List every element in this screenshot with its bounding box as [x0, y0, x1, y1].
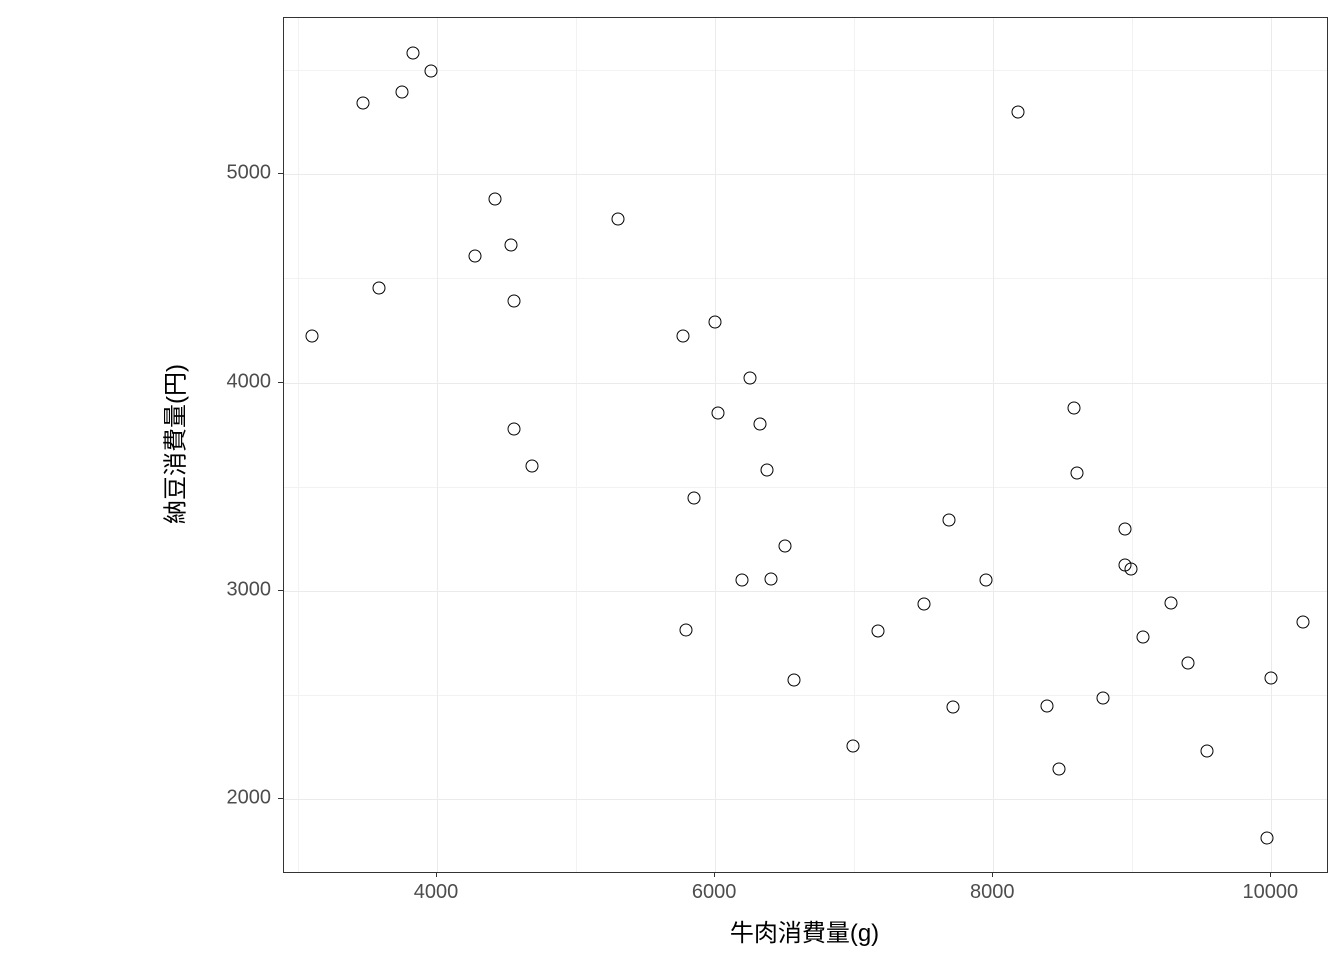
scatter-point: [677, 329, 690, 342]
minor-gridline-horizontal: [284, 487, 1327, 488]
minor-gridline-horizontal: [284, 278, 1327, 279]
gridline-horizontal: [284, 383, 1327, 384]
scatter-point: [1137, 630, 1150, 643]
scatter-point: [1067, 401, 1080, 414]
x-tick-label: 6000: [692, 881, 737, 904]
x-tick-mark: [436, 872, 437, 877]
scatter-point: [508, 295, 521, 308]
minor-gridline-horizontal: [284, 695, 1327, 696]
scatter-point: [504, 239, 517, 252]
scatter-point: [760, 463, 773, 476]
scatter-point: [778, 540, 791, 553]
scatter-point: [1041, 700, 1054, 713]
scatter-point: [425, 65, 438, 78]
y-tick-label: 5000: [227, 162, 272, 185]
gridline-vertical: [1271, 18, 1272, 872]
x-tick-label: 4000: [414, 881, 459, 904]
gridline-horizontal: [284, 174, 1327, 175]
scatter-point: [1297, 616, 1310, 629]
scatter-point: [1261, 831, 1274, 844]
scatter-point: [468, 250, 481, 263]
scatter-point: [946, 701, 959, 714]
y-tick-mark: [278, 382, 283, 383]
scatter-point: [688, 492, 701, 505]
scatter-point: [489, 193, 502, 206]
scatter-point: [743, 372, 756, 385]
scatter-point: [1265, 672, 1278, 685]
minor-gridline-vertical: [298, 18, 299, 872]
x-tick-mark: [992, 872, 993, 877]
scatter-point: [1070, 467, 1083, 480]
scatter-point: [753, 418, 766, 431]
chart-container: 牛肉消費量(g) 納豆消費量(円) 4000 6000 8000 10000 2000 3…: [0, 0, 1344, 960]
scatter-point: [980, 574, 993, 587]
scatter-point: [1012, 105, 1025, 118]
scatter-point: [846, 739, 859, 752]
x-tick-label: 8000: [970, 881, 1015, 904]
scatter-point: [735, 574, 748, 587]
scatter-point: [1119, 523, 1132, 536]
gridline-vertical: [437, 18, 438, 872]
scatter-point: [372, 281, 385, 294]
gridline-vertical: [715, 18, 716, 872]
y-axis-label: 納豆消費量(円): [156, 364, 191, 524]
scatter-point: [1052, 762, 1065, 775]
gridline-vertical: [993, 18, 994, 872]
scatter-point: [611, 213, 624, 226]
x-tick-label: 10000: [1243, 881, 1299, 904]
plot-area: [283, 17, 1328, 873]
gridline-horizontal: [284, 799, 1327, 800]
y-tick-label: 2000: [227, 787, 272, 810]
scatter-point: [525, 459, 538, 472]
scatter-point: [788, 674, 801, 687]
y-tick-mark: [278, 798, 283, 799]
scatter-point: [711, 406, 724, 419]
y-tick-mark: [278, 590, 283, 591]
y-tick-label: 3000: [227, 578, 272, 601]
minor-gridline-vertical: [576, 18, 577, 872]
scatter-point: [357, 97, 370, 110]
scatter-point: [764, 573, 777, 586]
scatter-point: [1165, 597, 1178, 610]
scatter-point: [396, 85, 409, 98]
y-tick-label: 4000: [227, 370, 272, 393]
minor-gridline-horizontal: [284, 70, 1327, 71]
y-tick-mark: [278, 173, 283, 174]
scatter-point: [508, 423, 521, 436]
scatter-point: [871, 625, 884, 638]
scatter-point: [407, 47, 420, 60]
scatter-point: [1201, 745, 1214, 758]
minor-gridline-vertical: [1132, 18, 1133, 872]
scatter-point: [917, 598, 930, 611]
x-axis-label: 牛肉消費量(g): [730, 913, 879, 948]
scatter-point: [1124, 562, 1137, 575]
scatter-point: [305, 329, 318, 342]
x-tick-mark: [1270, 872, 1271, 877]
scatter-point: [1181, 656, 1194, 669]
scatter-point: [679, 624, 692, 637]
x-tick-mark: [714, 872, 715, 877]
scatter-point: [709, 316, 722, 329]
scatter-point: [942, 513, 955, 526]
gridline-horizontal: [284, 591, 1327, 592]
scatter-point: [1097, 692, 1110, 705]
